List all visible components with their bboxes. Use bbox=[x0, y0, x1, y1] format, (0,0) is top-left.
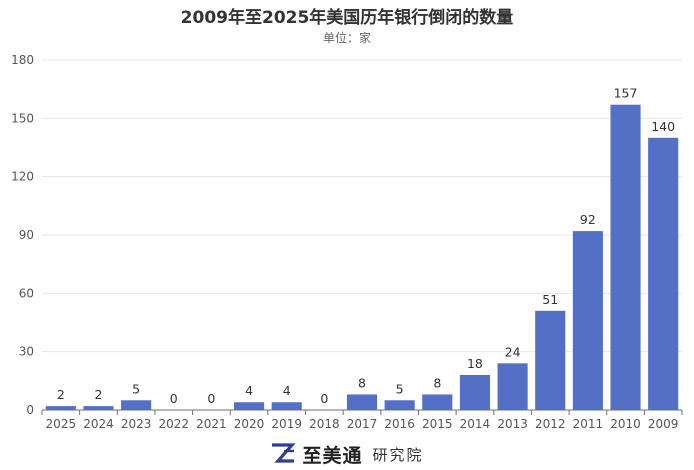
y-tick-label: 120 bbox=[11, 170, 34, 184]
footer-brand: 至美通 研究院 bbox=[0, 440, 694, 468]
bar bbox=[384, 400, 415, 410]
data-label: 0 bbox=[320, 391, 328, 406]
y-tick-label: 0 bbox=[26, 403, 34, 417]
bar bbox=[234, 402, 265, 410]
x-tick-label: 2021 bbox=[196, 417, 227, 431]
x-tick-label: 2015 bbox=[422, 417, 453, 431]
x-tick-label: 2017 bbox=[347, 417, 378, 431]
x-tick-label: 2010 bbox=[610, 417, 641, 431]
data-label: 0 bbox=[170, 391, 178, 406]
bar bbox=[45, 406, 76, 410]
bar bbox=[459, 375, 490, 410]
brand-subtitle: 研究院 bbox=[372, 445, 424, 464]
y-tick-label: 60 bbox=[19, 286, 34, 300]
y-tick-label: 30 bbox=[19, 345, 34, 359]
x-tick-label: 2023 bbox=[121, 417, 152, 431]
data-label: 140 bbox=[651, 119, 675, 134]
data-label: 5 bbox=[396, 381, 404, 396]
x-tick-label: 2020 bbox=[234, 417, 265, 431]
x-tick-label: 2022 bbox=[158, 417, 189, 431]
x-tick-label: 2013 bbox=[497, 417, 528, 431]
data-label: 4 bbox=[283, 383, 291, 398]
chart-subtitle: 单位：家 bbox=[322, 31, 371, 45]
x-tick-label: 2025 bbox=[46, 417, 77, 431]
bar bbox=[121, 400, 152, 410]
bar bbox=[610, 104, 641, 410]
x-tick-label: 2016 bbox=[384, 417, 415, 431]
bar bbox=[83, 406, 114, 410]
x-tick-label: 2024 bbox=[83, 417, 114, 431]
bar bbox=[422, 394, 453, 410]
data-label: 2 bbox=[94, 387, 102, 402]
x-tick-label: 2018 bbox=[309, 417, 340, 431]
bar-chart: 0306090120150180220252202452023020220202… bbox=[11, 53, 683, 431]
x-tick-label: 2019 bbox=[271, 417, 302, 431]
data-label: 5 bbox=[132, 381, 140, 396]
bar bbox=[346, 394, 378, 410]
data-label: 2 bbox=[57, 387, 65, 402]
data-label: 157 bbox=[614, 86, 638, 101]
data-label: 4 bbox=[245, 383, 253, 398]
bar bbox=[572, 231, 603, 410]
x-tick-label: 2012 bbox=[535, 417, 566, 431]
bar bbox=[648, 137, 679, 410]
data-label: 24 bbox=[505, 344, 521, 359]
y-tick-label: 180 bbox=[11, 53, 34, 67]
data-label: 18 bbox=[467, 356, 483, 371]
data-label: 51 bbox=[542, 292, 558, 307]
data-label: 92 bbox=[580, 212, 596, 227]
y-tick-label: 150 bbox=[11, 111, 34, 125]
bar bbox=[497, 363, 528, 410]
data-label: 8 bbox=[358, 375, 366, 390]
z-logo-icon bbox=[272, 443, 297, 463]
y-tick-label: 90 bbox=[19, 228, 34, 242]
bar bbox=[535, 310, 566, 410]
x-tick-label: 2014 bbox=[460, 417, 491, 431]
x-tick-label: 2011 bbox=[573, 417, 604, 431]
brand-name: 至美通 bbox=[302, 444, 363, 467]
x-tick-label: 2009 bbox=[648, 417, 679, 431]
data-label: 0 bbox=[207, 391, 215, 406]
bar bbox=[271, 402, 302, 410]
chart-title: 2009年至2025年美国历年银行倒闭的数量 bbox=[180, 8, 514, 28]
data-label: 8 bbox=[433, 375, 441, 390]
